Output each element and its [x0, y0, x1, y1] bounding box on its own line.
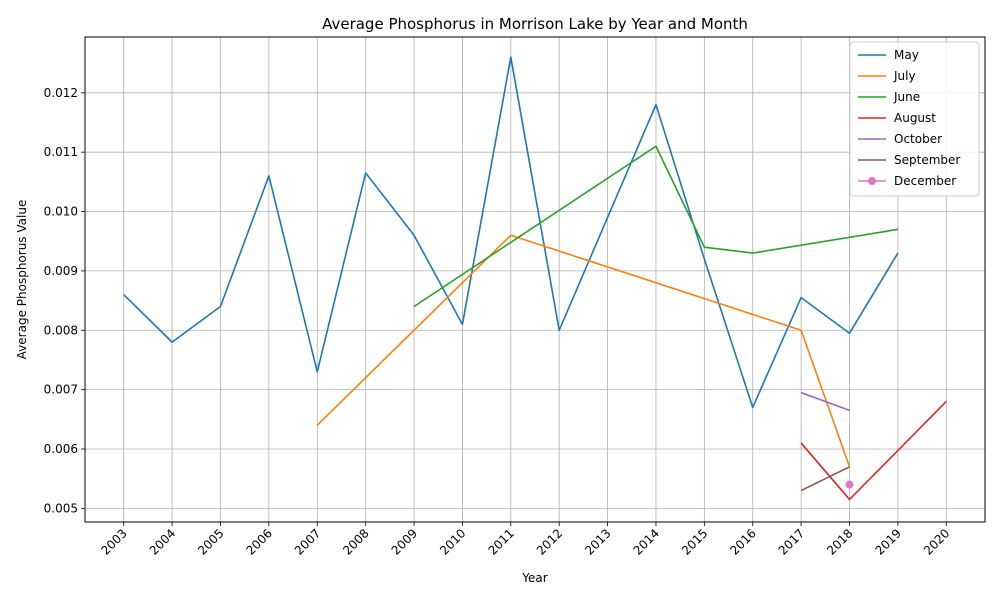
data-point-december — [845, 480, 854, 489]
y-tick-label: 0.010 — [44, 205, 78, 219]
legend-label-october: October — [894, 132, 942, 146]
legend-marker-december — [868, 177, 876, 185]
series-line-september — [800, 466, 850, 492]
y-tick-label: 0.011 — [44, 145, 78, 159]
y-tick-label: 0.006 — [44, 442, 78, 456]
legend: May July June August October September Decembe… — [849, 41, 980, 197]
legend-label-december: December — [894, 174, 956, 188]
series-line-may — [123, 56, 899, 409]
legend-box — [849, 41, 980, 197]
series-line-july — [316, 234, 851, 468]
series-line-october — [800, 391, 850, 412]
legend-label-september: September — [894, 153, 960, 167]
x-axis-label: Year — [521, 571, 547, 585]
y-tick-label: 0.009 — [44, 264, 78, 278]
y-tick-label: 0.005 — [44, 501, 78, 515]
legend-label-august: August — [894, 111, 936, 125]
chart-title: Average Phosphorus in Morrison Lake by Y… — [322, 15, 748, 33]
series-line-august — [800, 400, 947, 501]
legend-label-july: July — [893, 69, 916, 83]
legend-label-june: June — [893, 90, 920, 104]
y-axis-label: Average Phosphorus Value — [15, 200, 29, 360]
y-tick-label: 0.008 — [44, 323, 78, 337]
series-layer — [123, 56, 947, 501]
grid — [85, 37, 985, 522]
legend-label-may: May — [894, 48, 919, 62]
series-line-june — [413, 145, 899, 308]
y-tick-label: 0.007 — [44, 383, 78, 397]
plot-frame — [84, 36, 986, 523]
y-tick-label: 0.012 — [44, 86, 78, 100]
